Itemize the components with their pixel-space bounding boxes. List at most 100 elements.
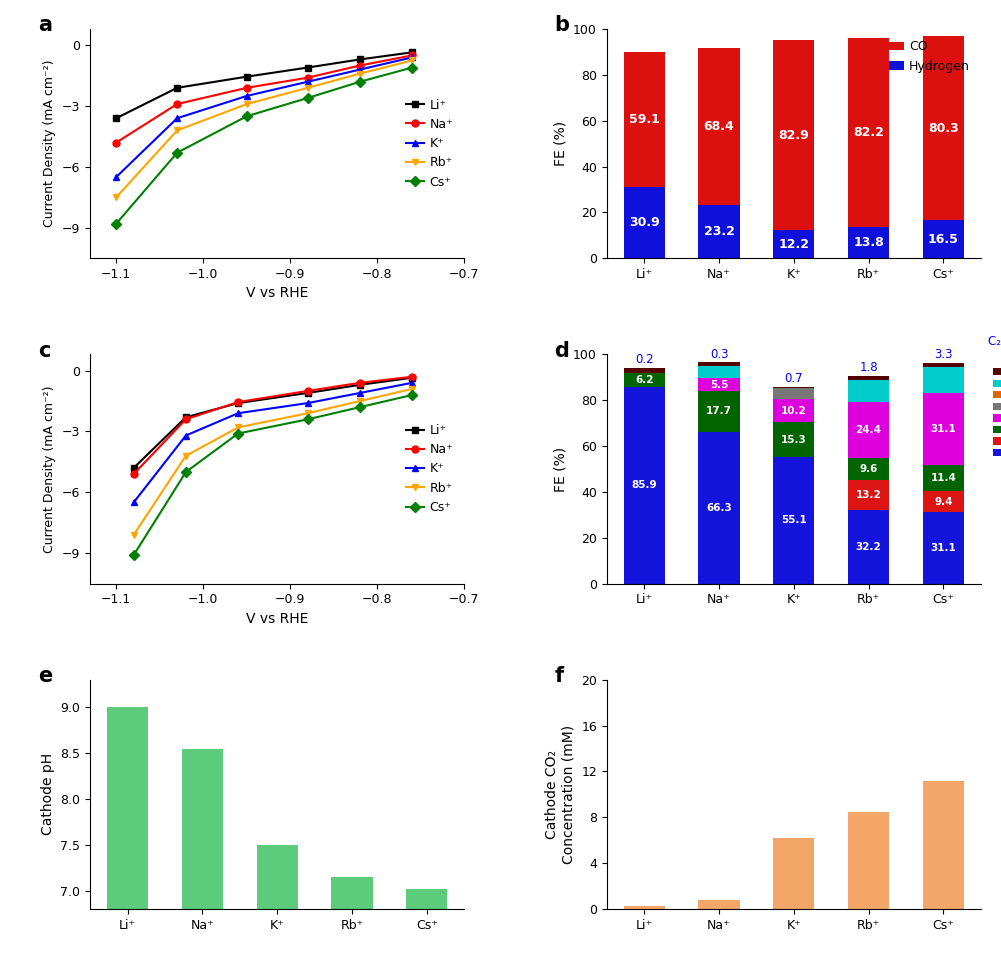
Text: c: c <box>38 340 50 361</box>
Bar <box>699 48 740 205</box>
K⁺ <box>354 387 366 398</box>
Text: 80.3: 80.3 <box>928 122 959 134</box>
Cs⁺ <box>127 549 139 561</box>
Text: 31.1: 31.1 <box>931 424 956 434</box>
Text: f: f <box>555 666 564 686</box>
Li⁺ <box>127 462 139 474</box>
Line: Li⁺: Li⁺ <box>113 49 415 122</box>
Bar <box>848 401 889 457</box>
Text: 85.9: 85.9 <box>632 481 657 490</box>
Text: 16.5: 16.5 <box>928 233 959 246</box>
Text: 32.2: 32.2 <box>856 542 882 552</box>
Text: 30.9: 30.9 <box>629 217 660 229</box>
Line: K⁺: K⁺ <box>113 54 415 181</box>
Bar <box>773 41 815 230</box>
Text: 23.2: 23.2 <box>704 225 735 238</box>
Li⁺ <box>232 397 244 409</box>
Rb⁺ <box>354 396 366 407</box>
Na⁺ <box>110 136 122 148</box>
Text: C₂H₄ / CH₄: C₂H₄ / CH₄ <box>988 335 1001 347</box>
Text: a: a <box>38 15 52 35</box>
Text: 13.2: 13.2 <box>856 489 882 500</box>
Na⁺ <box>180 414 192 425</box>
Text: 15.3: 15.3 <box>781 435 807 445</box>
Li⁺ <box>180 412 192 424</box>
Text: 82.2: 82.2 <box>853 126 884 139</box>
K⁺ <box>354 64 366 75</box>
Bar <box>773 457 815 583</box>
Text: 82.9: 82.9 <box>779 129 809 142</box>
Rb⁺ <box>110 191 122 203</box>
Bar <box>256 845 298 909</box>
Text: b: b <box>555 15 570 35</box>
Text: 68.4: 68.4 <box>704 120 735 133</box>
Legend: Li⁺, Na⁺, K⁺, Rb⁺, Cs⁺: Li⁺, Na⁺, K⁺, Rb⁺, Cs⁺ <box>400 419 458 519</box>
Rb⁺ <box>354 68 366 79</box>
Na⁺ <box>127 468 139 480</box>
Text: 55.1: 55.1 <box>781 515 807 525</box>
Bar <box>848 226 889 258</box>
Li⁺ <box>110 112 122 124</box>
Bar <box>773 423 815 457</box>
K⁺ <box>180 429 192 441</box>
Na⁺ <box>241 82 253 94</box>
Bar <box>848 457 889 480</box>
Line: Rb⁺: Rb⁺ <box>130 386 415 539</box>
Text: 24.4: 24.4 <box>856 425 882 434</box>
Bar <box>773 230 815 258</box>
Li⁺ <box>354 53 366 65</box>
Bar <box>624 906 665 909</box>
Text: 6.2: 6.2 <box>635 374 654 385</box>
Bar <box>848 380 889 401</box>
Y-axis label: Cathode CO₂
Concentration (mM): Cathode CO₂ Concentration (mM) <box>546 725 576 864</box>
Bar <box>624 188 665 258</box>
Bar <box>923 780 964 909</box>
Cs⁺ <box>354 76 366 88</box>
Cs⁺ <box>241 110 253 122</box>
K⁺ <box>127 497 139 509</box>
Line: K⁺: K⁺ <box>130 379 415 506</box>
Y-axis label: FE (%): FE (%) <box>554 121 568 166</box>
Na⁺ <box>406 49 418 61</box>
Bar <box>107 707 148 909</box>
Y-axis label: Current Density (mA cm⁻²): Current Density (mA cm⁻²) <box>43 385 56 553</box>
Rb⁺ <box>241 99 253 110</box>
Rb⁺ <box>180 450 192 461</box>
Rb⁺ <box>127 529 139 541</box>
Text: 0.3: 0.3 <box>710 347 729 361</box>
Bar <box>923 37 964 220</box>
Bar <box>699 378 740 391</box>
Text: 3.3: 3.3 <box>934 348 953 361</box>
Text: 59.1: 59.1 <box>629 113 660 126</box>
Text: 10.2: 10.2 <box>781 405 807 416</box>
Bar <box>624 52 665 188</box>
Na⁺ <box>354 60 366 72</box>
Text: 1.8: 1.8 <box>859 362 878 374</box>
X-axis label: V vs RHE: V vs RHE <box>246 612 308 626</box>
Text: 17.7: 17.7 <box>706 406 732 417</box>
Rb⁺ <box>301 82 313 94</box>
Na⁺ <box>171 99 183 110</box>
Li⁺ <box>301 387 313 398</box>
Bar <box>923 367 964 394</box>
Bar <box>773 388 815 398</box>
Bar <box>923 363 964 367</box>
Bar <box>624 387 665 583</box>
Cs⁺ <box>110 218 122 229</box>
Bar <box>773 838 815 909</box>
Line: Cs⁺: Cs⁺ <box>130 392 415 559</box>
Bar <box>923 220 964 258</box>
K⁺ <box>241 90 253 102</box>
Cs⁺ <box>301 414 313 425</box>
Bar <box>699 900 740 909</box>
Bar <box>773 398 815 423</box>
Rb⁺ <box>301 407 313 419</box>
Bar <box>699 431 740 583</box>
Bar <box>923 491 964 513</box>
Y-axis label: Current Density (mA cm⁻²): Current Density (mA cm⁻²) <box>43 60 56 227</box>
K⁺ <box>110 171 122 183</box>
Rb⁺ <box>171 125 183 136</box>
Text: 9.6: 9.6 <box>860 463 878 474</box>
K⁺ <box>301 397 313 409</box>
Bar <box>923 513 964 583</box>
